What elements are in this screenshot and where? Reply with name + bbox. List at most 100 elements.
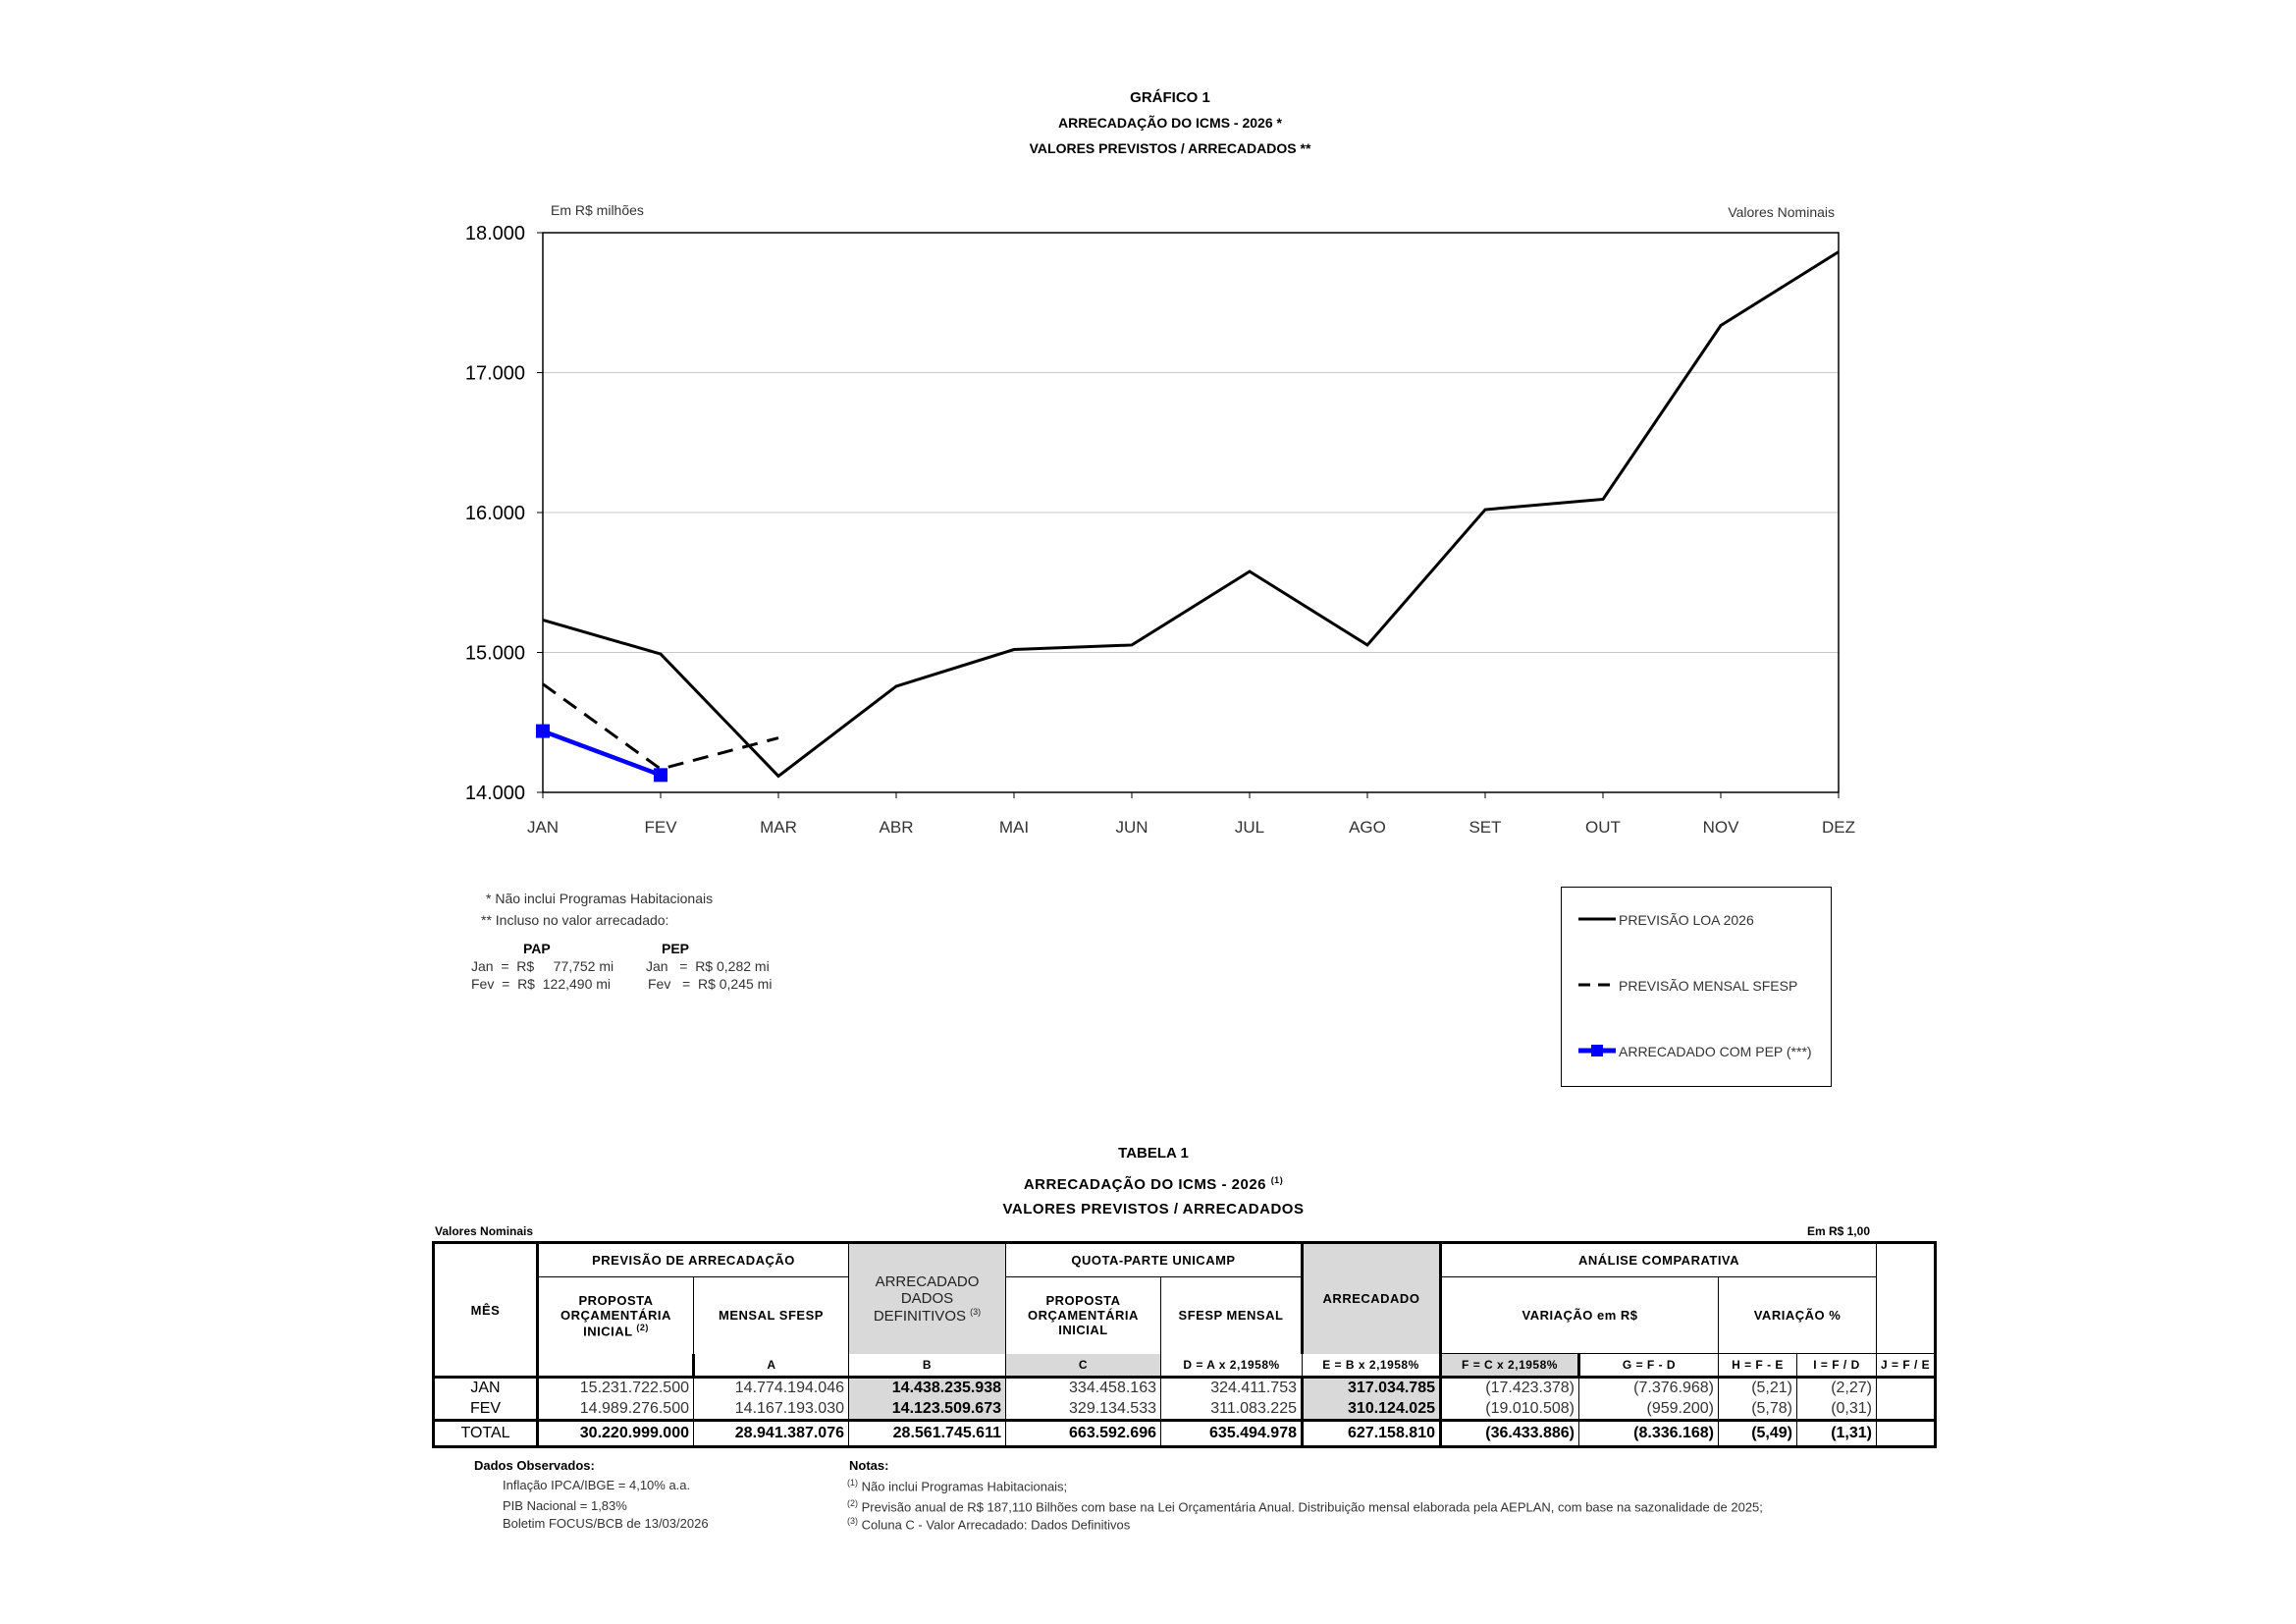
header-arrec-def-sup: (3) bbox=[970, 1306, 982, 1317]
x-tick-label: SET bbox=[1468, 818, 1501, 837]
series-line-sfesp bbox=[542, 682, 779, 771]
table-left-note: Valores Nominais bbox=[435, 1224, 534, 1238]
column-letter: E = B x 2,1958% bbox=[1302, 1353, 1441, 1378]
value-cell: 14.123.509.673 bbox=[848, 1398, 1006, 1421]
value-cell: (19.010.508) bbox=[1440, 1398, 1579, 1421]
y-tick-label: 14.000 bbox=[465, 783, 525, 804]
chart-subtitle-2: VALORES PREVISTOS / ARRECADADOS ** bbox=[1029, 140, 1311, 156]
obs-line-3: Boletim FOCUS/BCB de 13/03/2026 bbox=[503, 1516, 709, 1531]
header-proposta-sup: (2) bbox=[636, 1322, 649, 1332]
mes-cell-empty bbox=[537, 1353, 695, 1378]
header-arrec-def-text: ARRECADADO DADOS DEFINITIVOS bbox=[873, 1272, 980, 1325]
header-var-pct: VARIAÇÃO % bbox=[1718, 1276, 1877, 1354]
column-letter: G = F - D bbox=[1578, 1353, 1719, 1378]
x-tick-label: JAN bbox=[527, 818, 559, 837]
table-row: FEV 14.989.276.500 14.167.193.030 14.123.50… bbox=[433, 1398, 1936, 1421]
chart-legend: PREVISÃO LOA 2026 PREVISÃO MENSAL SFESP … bbox=[1561, 887, 1832, 1087]
nota-1: (1) Não inclui Programas Habitacionais; bbox=[847, 1478, 1067, 1493]
legend-loa: PREVISÃO LOA 2026 bbox=[1619, 912, 1754, 928]
legend-arrecadado: ARRECADADO COM PEP (***) bbox=[1619, 1044, 1812, 1059]
table-right-note: Em R$ 1,00 bbox=[1806, 1224, 1870, 1238]
column-letter: B bbox=[848, 1353, 1006, 1378]
obs-title: Dados Observados: bbox=[474, 1458, 595, 1473]
nota-1-text: Não inclui Programas Habitacionais; bbox=[861, 1479, 1068, 1494]
month-cell: TOTAL bbox=[433, 1420, 539, 1447]
nota-1-sup: (1) bbox=[847, 1478, 858, 1488]
x-tick-label: DEZ bbox=[1822, 818, 1855, 837]
data-point-marker bbox=[536, 724, 550, 738]
header-analise: ANÁLISE COMPARATIVA bbox=[1440, 1242, 1877, 1277]
table-total-row: TOTAL 30.220.999.000 28.941.387.076 28.561.… bbox=[433, 1420, 1936, 1447]
chart-subtitle: ARRECADAÇÃO DO ICMS - 2026 * bbox=[1058, 115, 1282, 131]
plot-area bbox=[542, 232, 1840, 793]
value-cell: 663.592.696 bbox=[1005, 1420, 1161, 1447]
value-cell: 28.561.745.611 bbox=[848, 1420, 1006, 1447]
value-cell: (7.376.968) bbox=[1578, 1377, 1719, 1399]
pap-jan: Jan = R$ 77,752 mi bbox=[471, 958, 614, 974]
pap-fev: Fev = R$ 122,490 mi bbox=[471, 976, 612, 992]
y-tick-label: 18.000 bbox=[465, 223, 525, 244]
x-tick-label: NOV bbox=[1703, 818, 1740, 837]
y-tick-label: 15.000 bbox=[465, 643, 525, 665]
value-cell: 334.458.163 bbox=[1005, 1377, 1161, 1399]
chart-note-1: * Não inclui Programas Habitacionais bbox=[486, 891, 714, 906]
y-tick-label: 16.000 bbox=[465, 503, 525, 524]
value-cell: 14.774.194.046 bbox=[693, 1377, 849, 1399]
x-tick-label: JUN bbox=[1115, 818, 1148, 837]
series-line-loa bbox=[542, 250, 1840, 779]
value-cell: 310.124.025 bbox=[1301, 1398, 1442, 1421]
x-tick-label: AGO bbox=[1349, 818, 1386, 837]
pep-fev: Fev = R$ 0,245 mi bbox=[648, 976, 773, 992]
value-cell: (8.336.168) bbox=[1578, 1420, 1719, 1447]
column-letter: F = C x 2,1958% bbox=[1439, 1353, 1580, 1378]
header-arrec-def: ARRECADADO DADOS DEFINITIVOS (3) bbox=[848, 1242, 1006, 1354]
value-cell: (959.200) bbox=[1578, 1398, 1719, 1421]
nota-2-sup: (2) bbox=[847, 1498, 858, 1508]
value-cell: 627.158.810 bbox=[1301, 1420, 1442, 1447]
pep-label: PEP bbox=[662, 941, 690, 956]
x-tick-label: OUT bbox=[1585, 818, 1621, 837]
x-tick-label: ABR bbox=[880, 818, 914, 837]
value-cell: 14.167.193.030 bbox=[693, 1398, 849, 1421]
pep-jan: Jan = R$ 0,282 mi bbox=[646, 958, 770, 974]
value-cell: (2,27) bbox=[1796, 1377, 1877, 1399]
x-tick-label: MAI bbox=[999, 818, 1029, 837]
legend-marker bbox=[1591, 1045, 1603, 1056]
header-mes: MÊS bbox=[433, 1242, 539, 1378]
header-mensal: MENSAL SFESP bbox=[693, 1276, 849, 1354]
header-quota: QUOTA-PARTE UNICAMP bbox=[1005, 1242, 1303, 1277]
chart-unit: Em R$ milhões bbox=[551, 202, 644, 218]
table-title: TABELA 1 bbox=[1118, 1145, 1189, 1162]
value-cell: 635.494.978 bbox=[1160, 1420, 1303, 1447]
x-tick-label: MAR bbox=[760, 818, 797, 837]
column-letter: J = F / E bbox=[1875, 1353, 1937, 1378]
value-cell: 329.134.533 bbox=[1005, 1398, 1161, 1421]
obs-line-1: Inflação IPCA/IBGE = 4,10% a.a. bbox=[503, 1478, 691, 1492]
nota-3-sup: (3) bbox=[847, 1516, 858, 1526]
obs-line-2: PIB Nacional = 1,83% bbox=[503, 1498, 627, 1513]
nota-3: (3) Coluna C - Valor Arrecadado: Dados D… bbox=[847, 1516, 1130, 1532]
chart-note-2: ** Incluso no valor arrecadado: bbox=[481, 912, 669, 928]
value-cell: 311.083.225 bbox=[1160, 1398, 1303, 1421]
value-cell: 14.438.235.938 bbox=[848, 1377, 1006, 1399]
header-proposta-2: PROPOSTA ORÇAMENTÁRIA INICIAL bbox=[1005, 1276, 1161, 1354]
header-sfesp-mensal: SFESP MENSAL bbox=[1160, 1276, 1303, 1354]
value-cell: 14.989.276.500 bbox=[537, 1398, 694, 1421]
table-row: JAN 15.231.722.500 14.774.194.046 14.438.23… bbox=[433, 1377, 1936, 1399]
nota-2: (2) Previsão anual de R$ 187,110 Bilhões… bbox=[847, 1498, 1763, 1514]
value-cell: (5,78) bbox=[1718, 1398, 1797, 1421]
value-cell: (5,21) bbox=[1718, 1377, 1797, 1399]
data-point-marker bbox=[654, 768, 667, 783]
value-cell: (36.433.886) bbox=[1440, 1420, 1579, 1447]
value-cell: (17.423.378) bbox=[1440, 1377, 1579, 1399]
x-tick-label: FEV bbox=[644, 818, 677, 837]
table-subtitle-text: ARRECADAÇÃO DO ICMS - 2026 bbox=[1023, 1176, 1267, 1193]
header-arrecadado: ARRECADADO bbox=[1301, 1242, 1442, 1354]
y-tick-label: 17.000 bbox=[465, 363, 525, 385]
legend-sfesp: PREVISÃO MENSAL SFESP bbox=[1619, 978, 1798, 994]
value-cell: 30.220.999.000 bbox=[537, 1420, 694, 1447]
value-cell: (1,31) bbox=[1796, 1420, 1877, 1447]
